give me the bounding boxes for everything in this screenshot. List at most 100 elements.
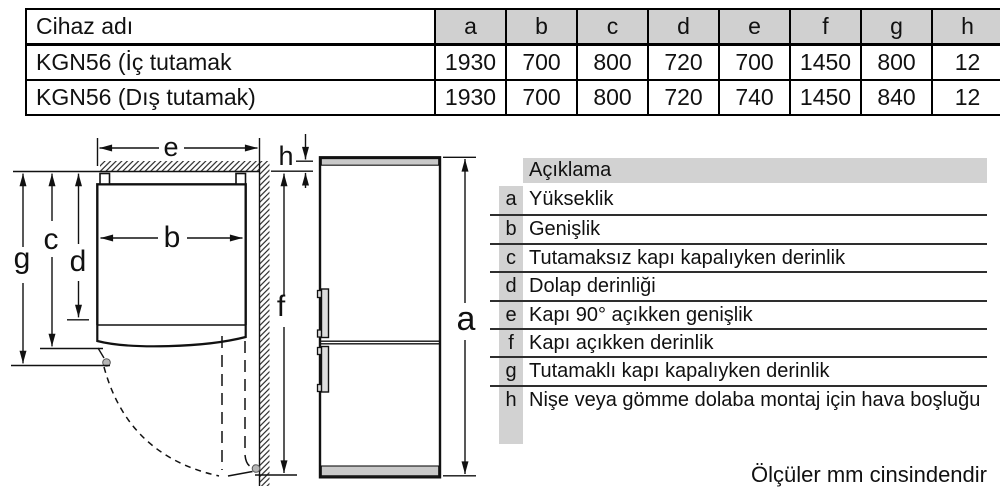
spec-header-row: Cihaz adı a b c d e f g h <box>25 8 1000 46</box>
legend-key: f <box>499 329 523 357</box>
appliance-plinth <box>320 465 440 477</box>
front-view-appliance <box>316 156 442 479</box>
door-open-bottom-edge <box>227 470 253 477</box>
door-swing-arc <box>103 366 220 477</box>
value-h: 12 <box>931 43 1000 81</box>
spec-col-c: c <box>576 8 649 46</box>
lower-door-handle <box>316 345 330 393</box>
legend-key: b <box>499 216 523 243</box>
legend-key: e <box>499 301 523 328</box>
legend-text: Tutamaksız kapı kapalıyken derinlik <box>529 246 846 269</box>
spec-col-g: g <box>860 8 933 46</box>
hinge-dot-right <box>251 464 261 473</box>
units-footnote: Ölçüler mm cinsindendir <box>751 462 987 487</box>
top-view-cabinet <box>96 172 247 348</box>
legend-header-title: Açıklama <box>523 158 987 183</box>
dim-f: f <box>255 173 297 476</box>
legend-row-g: g Tutamaklı kapı kapalıyken derinlik <box>490 356 987 385</box>
legend-text: Yükseklik <box>529 188 614 210</box>
cabinet-outline <box>96 183 247 325</box>
spec-col-h: h <box>931 8 1000 46</box>
dim-e: e <box>96 132 261 166</box>
value-a: 1930 <box>434 43 507 81</box>
legend-row-f: f Kapı açıkken derinlik <box>490 327 987 357</box>
hinge-link <box>97 347 105 359</box>
wall-face-lines <box>13 161 261 486</box>
value-h: 12 <box>931 79 1000 116</box>
legend-header-spacer <box>490 158 523 183</box>
dim-a: a <box>443 156 476 477</box>
dim-label-e: e <box>163 132 178 162</box>
legend-row-a: a Yükseklik <box>490 186 987 215</box>
wall-right-hatch <box>259 161 270 486</box>
spec-table: Cihaz adı a b c d e f g h KGN56 (İç tuta… <box>25 8 1000 116</box>
legend-key: h <box>499 386 523 414</box>
door-open-outer-line <box>244 341 252 468</box>
value-e: 700 <box>718 43 791 81</box>
legend-key: g <box>499 358 523 385</box>
dim-g: g <box>11 173 110 367</box>
value-b: 700 <box>505 79 578 116</box>
legend-text: Tutamaklı kapı kapalıyken derinlik <box>529 360 830 383</box>
door-swing <box>97 336 261 477</box>
legend-key-tail <box>499 413 523 445</box>
dim-label-a: a <box>457 300 476 338</box>
hinge-dot-left <box>102 358 111 367</box>
wall <box>13 161 270 486</box>
wall-spacer-right <box>235 172 247 185</box>
value-c: 800 <box>576 43 649 81</box>
dim-label-b: b <box>164 221 181 254</box>
value-b: 700 <box>505 43 578 81</box>
table-row: KGN56 (İç tutamak 1930 700 800 720 700 1… <box>25 43 1000 81</box>
legend-key: c <box>499 244 523 272</box>
appliance-outline <box>318 156 442 479</box>
legend-row-d: d Dolap derinliği <box>490 271 987 300</box>
appliance-top-strip <box>320 158 440 166</box>
legend-table: Açıklama a Yükseklik b Genişlik c Tutama… <box>490 158 987 445</box>
wall-spacer-left <box>99 172 111 185</box>
wall-top-hatch <box>100 161 259 171</box>
dim-label-f: f <box>277 290 286 323</box>
legend-text: Dolap derinliği <box>529 275 656 298</box>
dim-label-d: d <box>70 245 87 278</box>
value-f: 1450 <box>789 79 862 116</box>
spec-col-e: e <box>718 8 791 46</box>
spec-device-header: Cihaz adı <box>25 8 436 46</box>
dim-b: b <box>100 221 243 254</box>
installation-diagram: e h b g c d f <box>11 132 476 486</box>
value-e: 740 <box>718 79 791 116</box>
value-a: 1930 <box>434 79 507 116</box>
device-name: KGN56 (İç tutamak <box>25 43 436 81</box>
legend-text: Kapı açıkken derinlik <box>529 331 714 354</box>
spec-col-f: f <box>789 8 862 46</box>
legend-text: Genişlik <box>529 218 601 241</box>
legend-key: a <box>499 186 523 215</box>
legend-text: Nişe veya gömme dolaba montaj için hava … <box>529 388 981 411</box>
dim-h: h <box>271 134 313 188</box>
legend-header-row: Açıklama <box>490 158 987 183</box>
dim-label-h: h <box>278 141 293 171</box>
value-g: 840 <box>860 79 933 116</box>
value-c: 800 <box>576 79 649 116</box>
device-name: KGN56 (Dış tutamak) <box>25 79 436 116</box>
value-f: 1450 <box>789 43 862 81</box>
value-d: 720 <box>647 79 720 116</box>
dim-d: d <box>67 173 89 321</box>
dim-label-c: c <box>44 223 59 256</box>
legend-row-e: e Kapı 90° açıkken genişlik <box>490 299 987 328</box>
table-row: KGN56 (Dış tutamak) 1930 700 800 720 740… <box>25 79 1000 116</box>
door-closed-curve <box>96 325 247 348</box>
legend-row-c: c Tutamaksız kapı kapalıyken derinlik <box>490 242 987 272</box>
door-divider <box>320 340 440 345</box>
dim-c: c <box>40 173 103 350</box>
legend-key: d <box>499 273 523 300</box>
spec-col-a: a <box>434 8 507 46</box>
legend-row-b: b Genişlik <box>490 214 987 243</box>
legend-key-column-tail <box>490 413 987 445</box>
value-d: 720 <box>647 43 720 81</box>
dim-label-g: g <box>14 242 31 275</box>
value-g: 800 <box>860 43 933 81</box>
spec-col-b: b <box>505 8 578 46</box>
upper-door-handle <box>316 288 330 339</box>
